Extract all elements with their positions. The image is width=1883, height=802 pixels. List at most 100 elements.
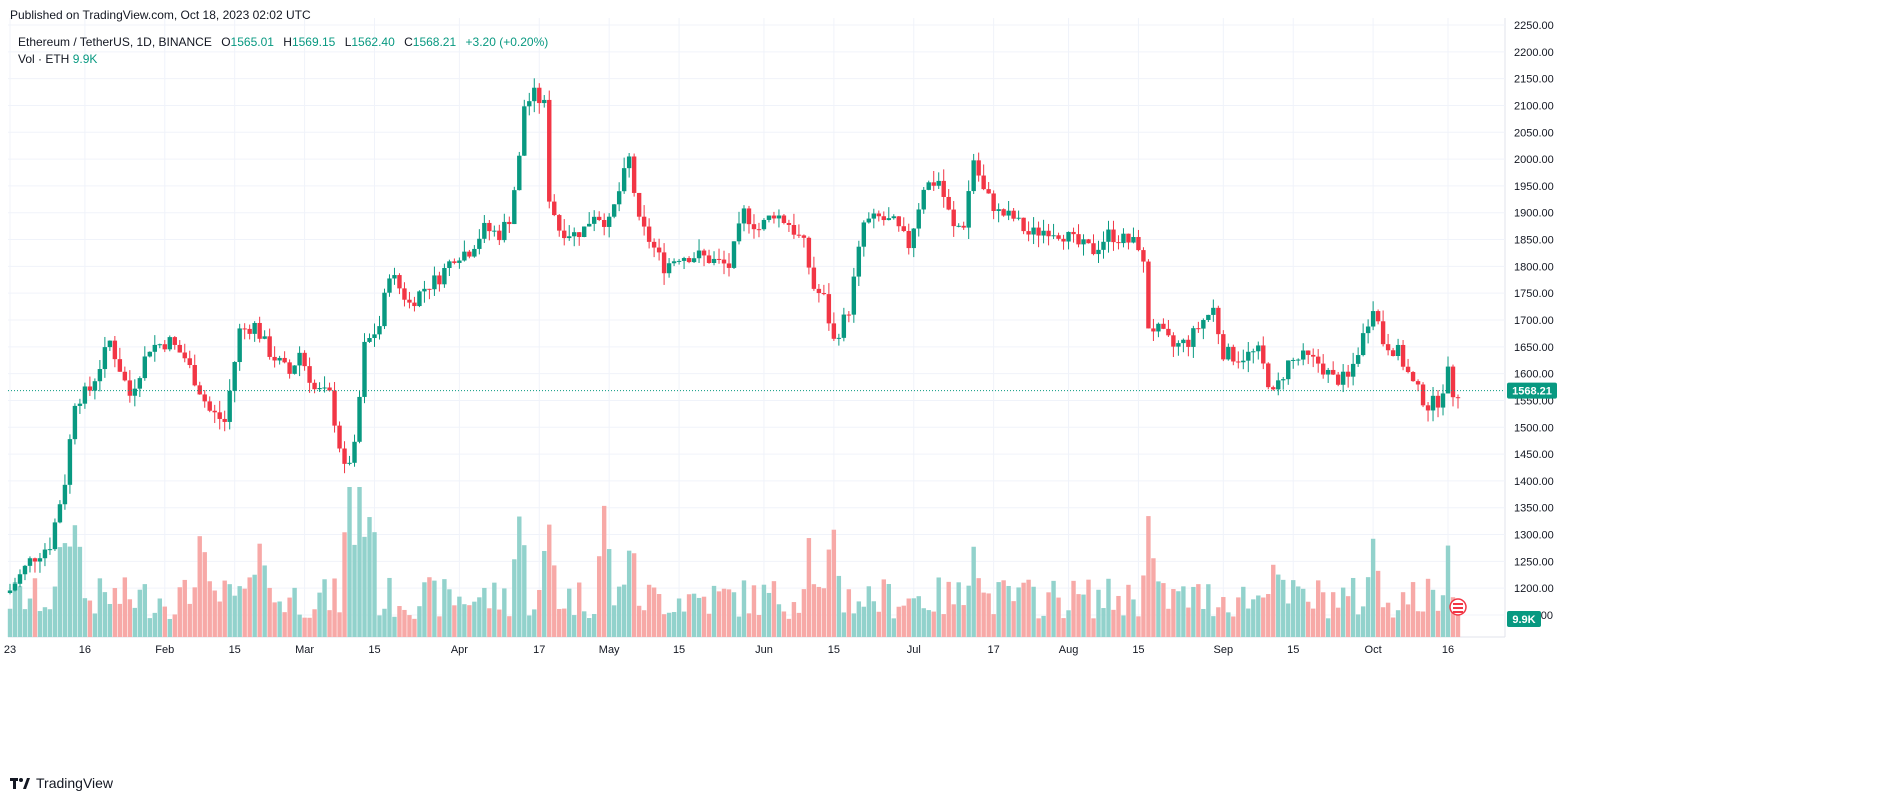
candle-body bbox=[1400, 344, 1406, 367]
volume-bar bbox=[1400, 592, 1406, 637]
last-price-label: 1568.21 bbox=[1512, 386, 1552, 398]
volume-bar bbox=[192, 587, 197, 637]
volume-bar bbox=[167, 618, 172, 637]
candle-body bbox=[392, 275, 397, 279]
candle-body bbox=[467, 251, 472, 257]
volume-bar bbox=[1296, 586, 1301, 637]
volume-bar bbox=[591, 613, 597, 637]
candle-body bbox=[17, 574, 23, 584]
candle-body bbox=[172, 337, 177, 345]
volume-bar bbox=[22, 609, 28, 637]
volume-bar bbox=[557, 608, 562, 637]
volume-bar bbox=[272, 602, 277, 637]
volume-bar bbox=[67, 546, 73, 637]
volume-bar bbox=[117, 603, 123, 637]
candle-body bbox=[1091, 243, 1096, 255]
candle-body bbox=[1325, 369, 1331, 375]
volume-bar bbox=[961, 605, 966, 637]
volume-bar bbox=[1196, 584, 1201, 637]
candle-body bbox=[736, 223, 742, 242]
candle-body bbox=[786, 222, 792, 225]
volume-bar bbox=[1076, 594, 1081, 637]
candle-body bbox=[1231, 346, 1236, 362]
x-tick-label: Feb bbox=[155, 644, 174, 656]
volume-bar bbox=[876, 611, 881, 637]
candle-body bbox=[616, 191, 622, 205]
candle-body bbox=[472, 248, 477, 257]
volume-bar bbox=[771, 581, 777, 637]
candle-body bbox=[202, 394, 207, 402]
candle-body bbox=[1261, 345, 1266, 364]
volume-bar bbox=[1355, 614, 1361, 637]
candle-body bbox=[1046, 230, 1051, 237]
candle-body bbox=[357, 396, 362, 442]
candle-body bbox=[796, 234, 802, 236]
candle-body bbox=[971, 160, 976, 192]
volume-bar bbox=[1201, 608, 1206, 637]
candle-body bbox=[981, 175, 986, 190]
volume-bar bbox=[287, 597, 292, 637]
candle-body bbox=[1151, 328, 1156, 332]
volume-bar bbox=[1360, 606, 1366, 637]
candle-body bbox=[1340, 371, 1346, 385]
candle-body bbox=[851, 276, 857, 315]
volume-bar bbox=[611, 605, 617, 637]
candle-body bbox=[1181, 339, 1186, 344]
volume-bar bbox=[1241, 586, 1246, 637]
volume-bar bbox=[711, 585, 717, 637]
volume-bar bbox=[1086, 579, 1091, 637]
candle-body bbox=[886, 218, 891, 221]
candle-body bbox=[337, 425, 342, 449]
candle-body bbox=[272, 356, 277, 361]
volume-bar bbox=[621, 584, 627, 637]
candle-body bbox=[122, 371, 128, 381]
volume-bar bbox=[392, 616, 397, 637]
volume-bar bbox=[102, 592, 108, 637]
candle-body bbox=[671, 261, 677, 264]
candle-body bbox=[1350, 363, 1356, 377]
candle-body bbox=[1176, 343, 1181, 347]
tradingview-brand[interactable]: TradingView bbox=[10, 775, 113, 791]
candle-body bbox=[7, 590, 13, 594]
candle-body bbox=[112, 340, 118, 360]
candle-body bbox=[372, 334, 377, 339]
volume-bar bbox=[1410, 582, 1416, 637]
x-tick-label: 16 bbox=[1442, 644, 1454, 656]
y-tick-label: 2250.00 bbox=[1514, 20, 1554, 32]
volume-bar bbox=[1440, 595, 1446, 637]
volume-bar bbox=[177, 587, 182, 637]
volume-bar bbox=[322, 579, 327, 637]
candle-body bbox=[1186, 339, 1191, 347]
volume-bar bbox=[926, 610, 931, 637]
volume-bar bbox=[1450, 597, 1456, 637]
volume-bar bbox=[507, 616, 512, 637]
candle-body bbox=[1066, 231, 1071, 242]
candle-body bbox=[801, 235, 807, 238]
candle-body bbox=[636, 192, 642, 217]
volume-bar bbox=[1156, 581, 1161, 637]
volume-bar bbox=[1071, 580, 1076, 637]
volume-bar bbox=[791, 602, 797, 637]
candle-body bbox=[232, 362, 237, 391]
volume-bar bbox=[841, 612, 847, 637]
volume-bar bbox=[1191, 586, 1196, 637]
volume-bar bbox=[941, 614, 946, 637]
volume-bar bbox=[1206, 584, 1211, 637]
volume-bar bbox=[721, 588, 727, 637]
volume-bar bbox=[522, 545, 527, 637]
volume-bar bbox=[552, 565, 557, 637]
volume-bar bbox=[12, 582, 18, 637]
candle-body bbox=[352, 441, 357, 463]
candle-body bbox=[32, 558, 38, 562]
volume-bar bbox=[1096, 589, 1101, 637]
volume-bar bbox=[776, 604, 782, 637]
candle-body bbox=[1415, 381, 1421, 385]
volume-bar bbox=[831, 529, 837, 637]
candle-body bbox=[696, 250, 702, 259]
candle-body bbox=[1286, 360, 1291, 380]
volume-bar bbox=[302, 617, 307, 637]
volume-bar bbox=[1161, 583, 1166, 637]
volume-bar bbox=[1041, 615, 1046, 637]
candle-body bbox=[547, 99, 552, 202]
